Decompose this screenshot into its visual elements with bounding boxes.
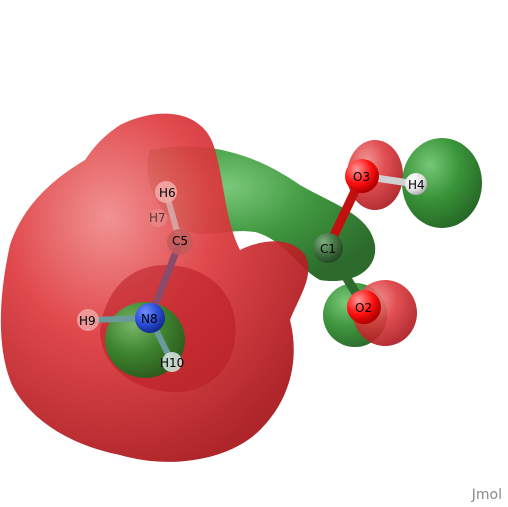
jmol-watermark: Jmol bbox=[471, 487, 502, 503]
atom-label-o2: O2 bbox=[355, 301, 372, 315]
positive-lobe-h4 bbox=[402, 138, 482, 228]
atom-o3[interactable] bbox=[345, 159, 379, 193]
atom-h10[interactable] bbox=[162, 352, 182, 372]
atom-label-o3: O3 bbox=[353, 170, 370, 184]
atom-label-h9: H9 bbox=[79, 314, 96, 328]
atom-c1[interactable] bbox=[313, 233, 343, 263]
atom-label-n8: N8 bbox=[141, 312, 158, 326]
atom-label-c5: C5 bbox=[172, 234, 188, 248]
atom-h7[interactable] bbox=[149, 209, 167, 227]
atom-h6[interactable] bbox=[155, 181, 177, 203]
atom-h4[interactable] bbox=[405, 173, 427, 195]
atom-label-c1: C1 bbox=[320, 242, 336, 256]
atom-label-h10: H10 bbox=[160, 356, 184, 370]
atom-c5[interactable] bbox=[167, 229, 193, 255]
atom-label-h6: H6 bbox=[159, 186, 176, 200]
atom-h9[interactable] bbox=[77, 309, 99, 331]
atom-label-h7: H7 bbox=[149, 211, 166, 225]
atom-label-h4: H4 bbox=[408, 178, 425, 192]
atom-n8[interactable] bbox=[135, 303, 165, 333]
atom-o2[interactable] bbox=[347, 290, 381, 324]
